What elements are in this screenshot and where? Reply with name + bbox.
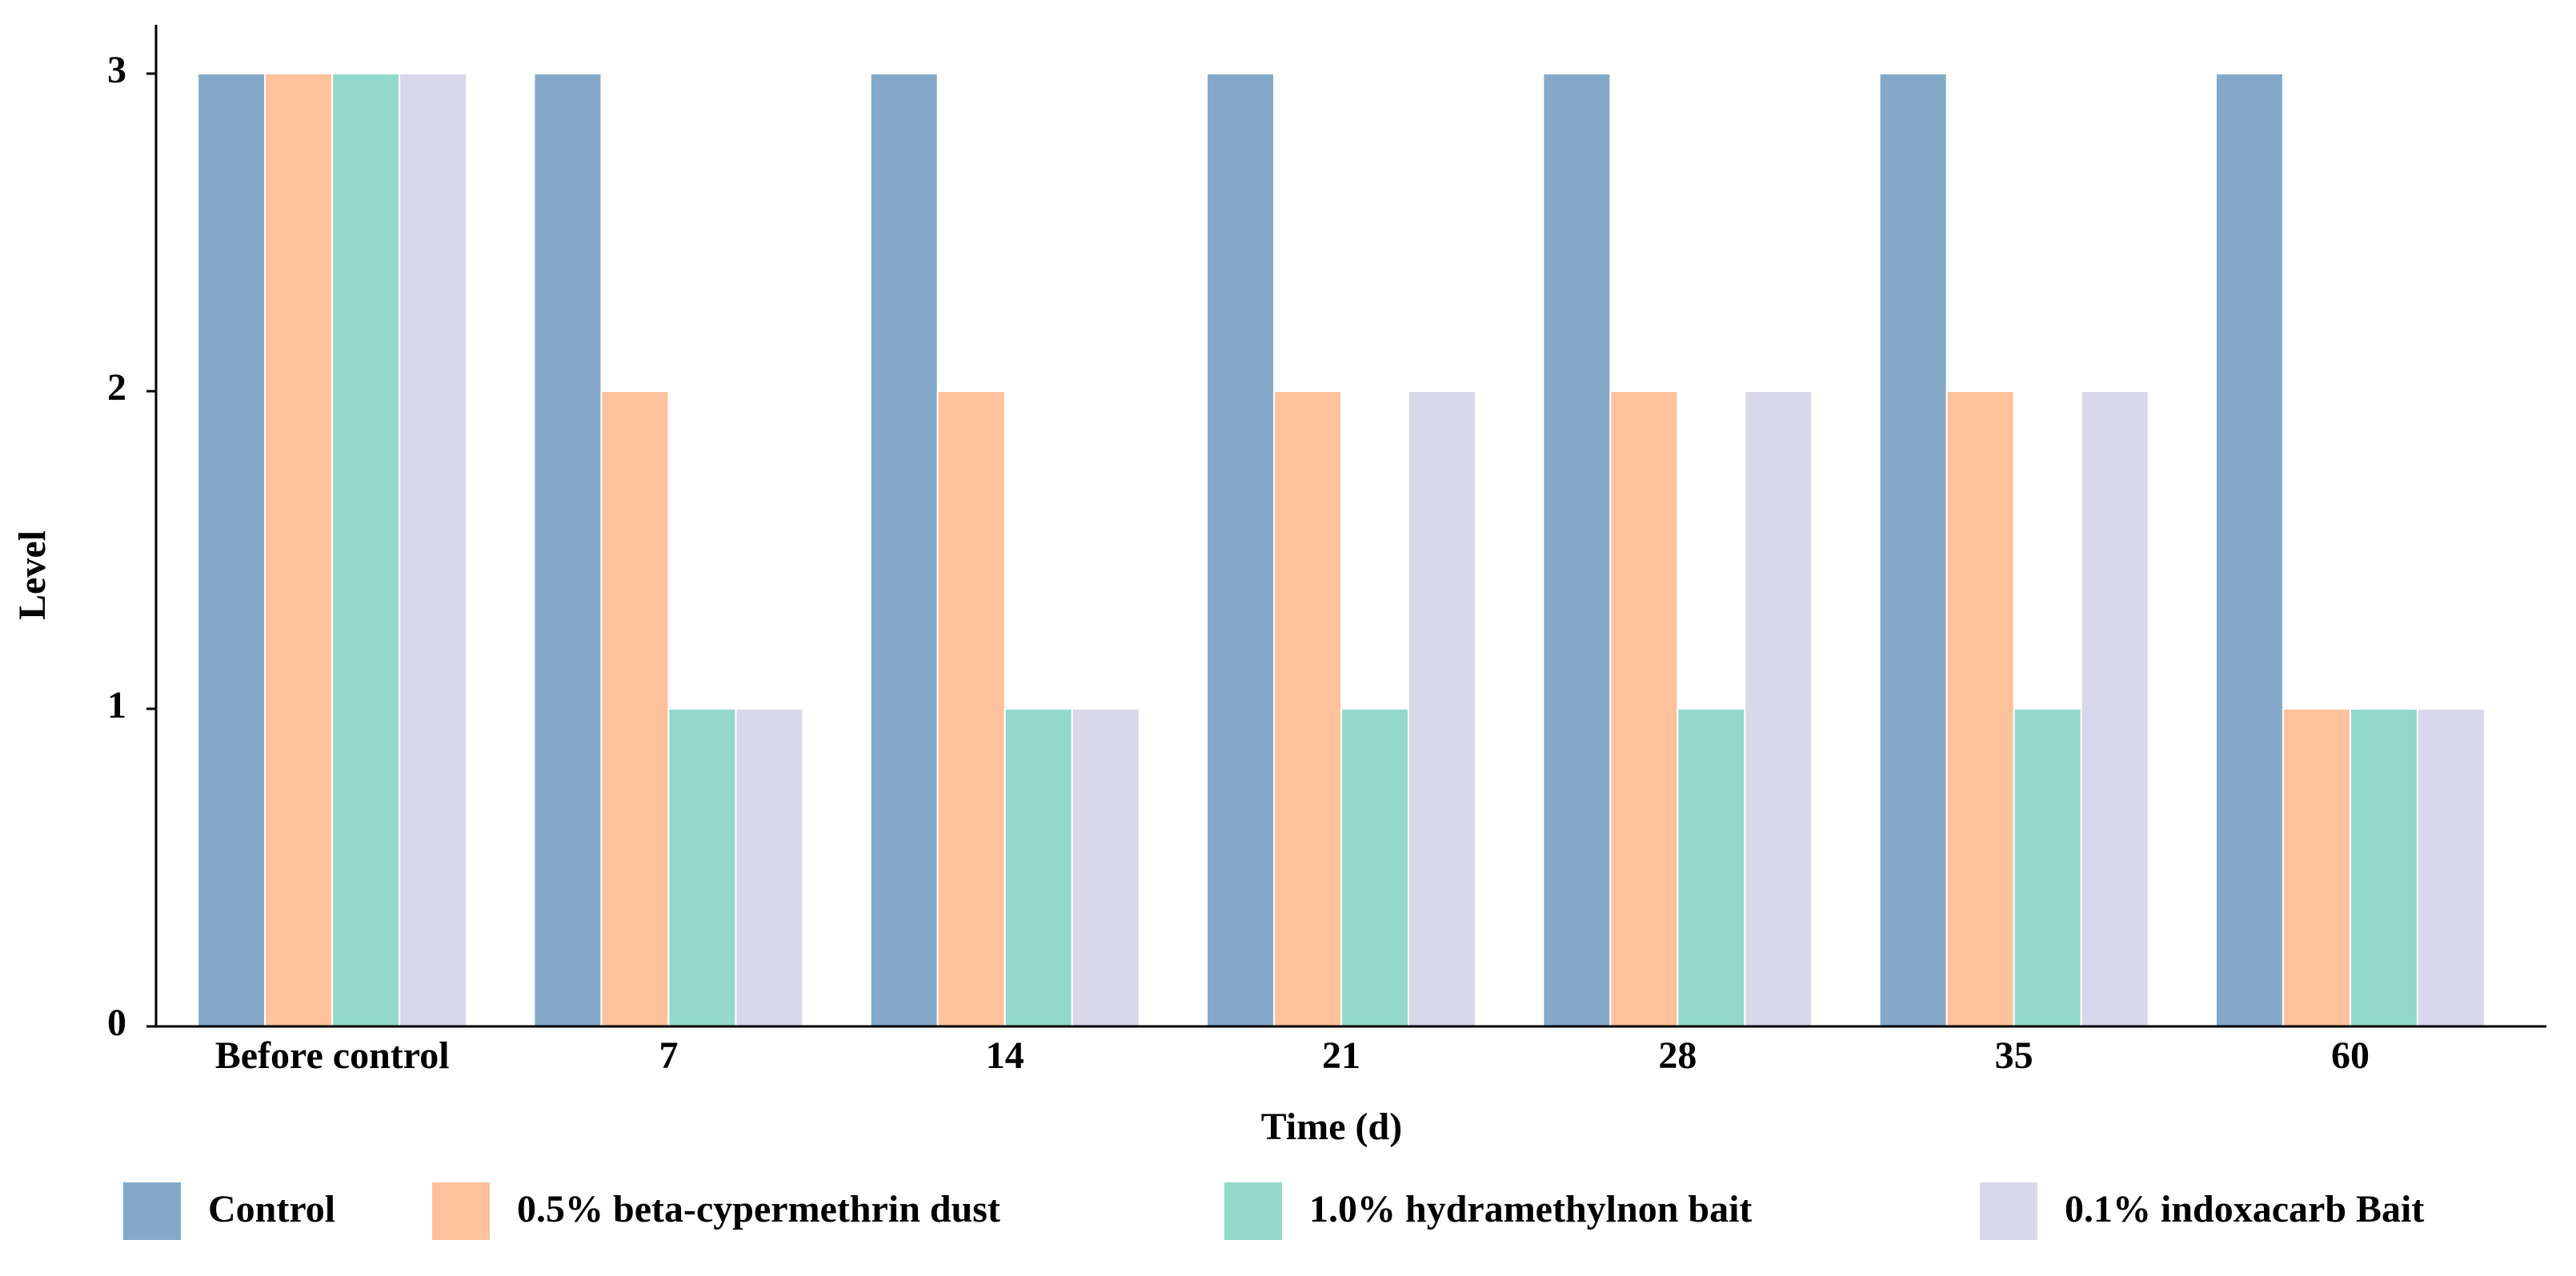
x-tick-label: 21 <box>1322 1034 1360 1077</box>
x-tick-label: 35 <box>1995 1034 2033 1077</box>
y-tick-label: 0 <box>107 1002 126 1044</box>
bar <box>1945 390 2015 1027</box>
y-tick-label: 3 <box>107 49 126 91</box>
bar <box>936 390 1006 1027</box>
bar <box>2013 708 2082 1027</box>
x-axis-label: Time (d) <box>1261 1106 1402 1148</box>
legend-label: 1.0% hydramethylnon bait <box>1309 1188 1752 1230</box>
bar <box>2214 73 2284 1027</box>
bar <box>264 73 334 1027</box>
bar <box>2080 390 2149 1027</box>
bar <box>1744 390 1813 1027</box>
bar <box>2416 708 2486 1027</box>
bar <box>1542 73 1612 1027</box>
bar <box>533 73 603 1027</box>
bar <box>1677 708 1746 1027</box>
bar <box>600 390 670 1027</box>
x-tick-label: Before control <box>215 1034 450 1077</box>
legend-swatch <box>123 1182 181 1240</box>
bar <box>1408 390 1477 1027</box>
legend-swatch <box>432 1182 490 1240</box>
y-tick-label: 2 <box>107 366 126 409</box>
legend-label: 0.1% indoxacarb Bait <box>2065 1188 2424 1230</box>
bar <box>1340 708 1410 1027</box>
bar <box>197 73 266 1027</box>
legend-label: Control <box>208 1188 335 1230</box>
bar <box>1071 708 1140 1027</box>
x-tick-label: 60 <box>2331 1034 2370 1077</box>
x-tick-label: 7 <box>659 1034 678 1077</box>
legend-swatch <box>1980 1182 2037 1240</box>
bar <box>1609 390 1679 1027</box>
bar <box>667 708 737 1027</box>
legend-label: 0.5% beta-cypermethrin dust <box>517 1188 1000 1230</box>
y-tick-label: 1 <box>107 684 126 726</box>
bar <box>1206 73 1276 1027</box>
bar <box>2282 708 2351 1027</box>
bar <box>399 73 468 1027</box>
y-axis-label: Level <box>11 530 54 620</box>
bar <box>2349 708 2418 1027</box>
bar <box>869 73 939 1027</box>
legend-swatch <box>1224 1182 1282 1240</box>
bar <box>1273 390 1343 1027</box>
bar <box>735 708 804 1027</box>
bar <box>1004 708 1073 1027</box>
bar <box>331 73 401 1027</box>
x-tick-label: 14 <box>986 1034 1024 1077</box>
x-tick-label: 28 <box>1658 1034 1697 1077</box>
bar <box>1878 73 1948 1027</box>
